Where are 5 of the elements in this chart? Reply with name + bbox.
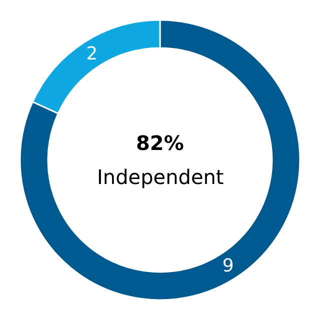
data-label: 2 [86, 44, 98, 64]
text: Independent [97, 165, 224, 189]
donut-slice [19, 19, 301, 301]
data-label: 9 [222, 256, 234, 276]
text: 82% [136, 131, 184, 155]
